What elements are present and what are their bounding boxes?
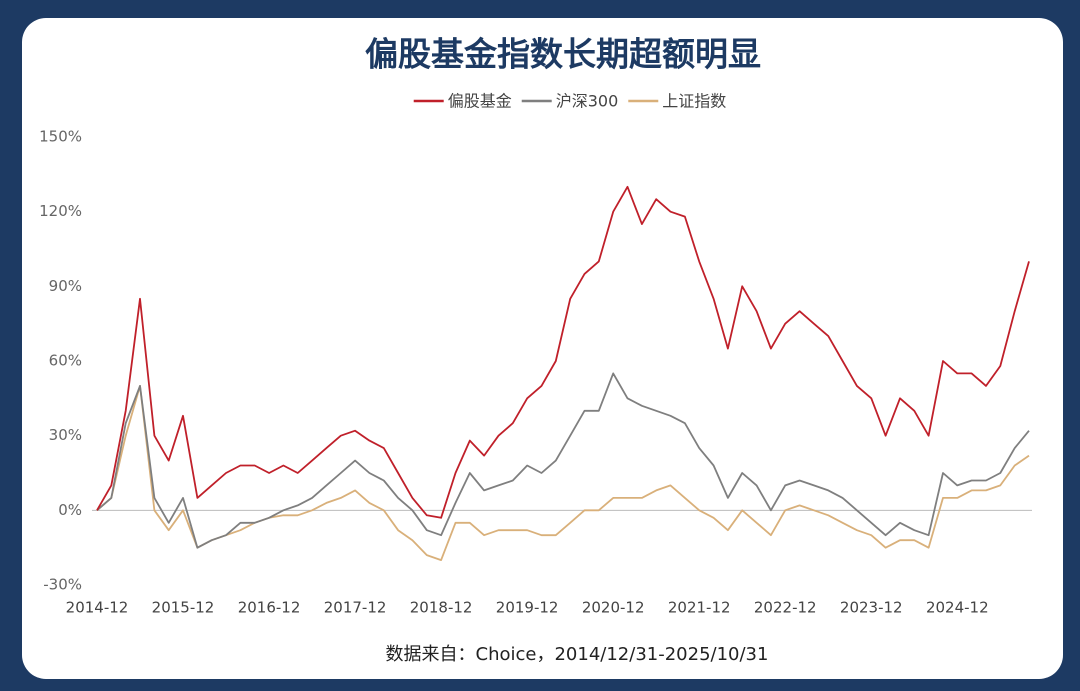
series-line bbox=[96, 372, 1030, 549]
y-tick-label: 60% bbox=[49, 352, 82, 370]
y-tick-label: 90% bbox=[49, 277, 82, 295]
y-tick-label: 0% bbox=[58, 501, 82, 519]
y-tick-label: 120% bbox=[39, 202, 82, 220]
source-note: 数据来自：Choice，2014/12/31-2025/10/31 bbox=[386, 644, 769, 665]
legend-label: 沪深300 bbox=[556, 92, 619, 111]
card bbox=[22, 18, 1063, 679]
legend: 偏股基金 沪深300 上证指数 bbox=[413, 92, 726, 111]
legend-label: 上证指数 bbox=[662, 92, 726, 111]
series-line bbox=[96, 385, 1030, 561]
x-tick-label: 2015-12 bbox=[152, 599, 215, 617]
x-tick-label: 2018-12 bbox=[410, 599, 473, 617]
x-tick-label: 2020-12 bbox=[582, 599, 645, 617]
x-tick-label: 2019-12 bbox=[496, 599, 559, 617]
x-tick-label: 2024-12 bbox=[926, 599, 989, 617]
x-tick-label: 2014-12 bbox=[66, 599, 129, 617]
y-tick-label: -30% bbox=[43, 576, 82, 594]
x-tick-label: 2016-12 bbox=[238, 599, 301, 617]
x-tick-label: 2023-12 bbox=[840, 599, 903, 617]
x-tick-label: 2022-12 bbox=[754, 599, 817, 617]
y-tick-label: 150% bbox=[39, 128, 82, 146]
x-tick-label: 2017-12 bbox=[324, 599, 387, 617]
chart-title: 偏股基金指数长期超额明显 bbox=[365, 35, 761, 74]
legend-label: 偏股基金 bbox=[448, 92, 512, 111]
x-tick-label: 2021-12 bbox=[668, 599, 731, 617]
series-line bbox=[96, 185, 1030, 519]
y-tick-label: 30% bbox=[49, 426, 82, 444]
